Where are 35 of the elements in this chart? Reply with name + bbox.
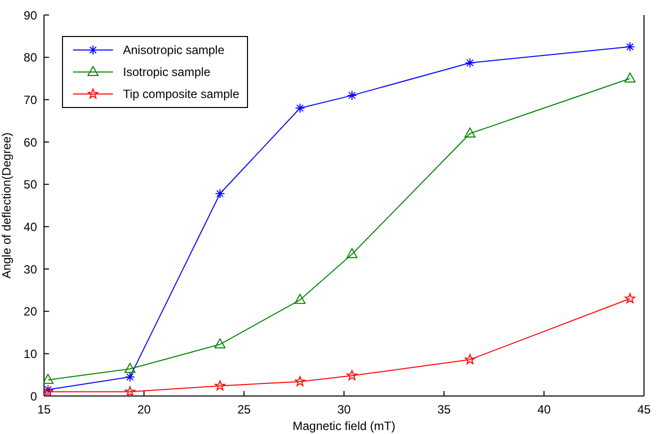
legend-label: Isotropic sample <box>123 65 210 79</box>
x-tick-label: 30 <box>337 402 351 417</box>
y-tick-label: 70 <box>24 92 38 107</box>
y-tick-label: 10 <box>24 346 38 361</box>
x-tick-label: 35 <box>437 402 451 417</box>
y-tick-label: 30 <box>24 262 38 276</box>
y-tick-label: 80 <box>24 50 38 65</box>
point <box>624 72 636 82</box>
y-tick-label: 20 <box>24 304 38 319</box>
point <box>294 376 306 386</box>
x-tick-label: 40 <box>537 402 551 417</box>
point <box>124 362 136 373</box>
point <box>464 128 476 138</box>
point <box>44 374 54 384</box>
x-tick-label: 15 <box>37 402 51 417</box>
legend-label: Tip composite sample <box>123 87 240 101</box>
y-tick-label: 60 <box>24 135 38 150</box>
point <box>346 248 358 258</box>
point <box>346 370 358 380</box>
x-axis-title: Magnetic field (mT) <box>292 419 396 433</box>
legend-label: Anisotropic sample <box>123 43 224 57</box>
y-tick-label: 50 <box>24 178 38 192</box>
y-tick-label: 0 <box>30 389 38 404</box>
point <box>464 354 476 364</box>
point <box>124 386 136 396</box>
x-tick-label: 25 <box>237 402 251 417</box>
point <box>294 294 306 304</box>
y-tick-label: 40 <box>24 220 38 234</box>
point <box>624 293 636 304</box>
x-tick-label: 20 <box>137 402 151 417</box>
point <box>214 380 226 390</box>
y-axis-title: Angle of deflection(Degree) <box>0 132 14 279</box>
point <box>214 338 226 348</box>
x-tick-label: 45 <box>637 402 651 417</box>
y-tick-label: 90 <box>24 8 38 22</box>
